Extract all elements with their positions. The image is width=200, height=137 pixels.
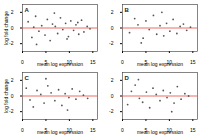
- svg-text:0: 0: [11, 93, 14, 99]
- svg-text:mean log expression: mean log expression: [37, 129, 83, 135]
- svg-text:mean log expression: mean log expression: [137, 61, 183, 67]
- svg-text:15: 15: [190, 127, 196, 133]
- svg-text:2: 2: [111, 77, 114, 83]
- svg-text:0: 0: [121, 127, 124, 133]
- svg-text:-2: -2: [109, 40, 114, 46]
- svg-text:0: 0: [111, 25, 114, 31]
- svg-text:15: 15: [90, 127, 96, 133]
- svg-text:15: 15: [90, 59, 96, 65]
- svg-text:C: C: [25, 75, 30, 81]
- svg-text:2: 2: [11, 77, 14, 83]
- svg-text:2: 2: [11, 9, 14, 15]
- svg-text:B: B: [125, 7, 130, 13]
- svg-text:log fold change: log fold change: [3, 11, 9, 45]
- svg-text:A: A: [25, 7, 30, 13]
- svg-text:0: 0: [111, 93, 114, 99]
- svg-text:0: 0: [121, 59, 124, 65]
- svg-text:-2: -2: [9, 108, 14, 114]
- svg-text:-2: -2: [109, 108, 114, 114]
- svg-text:0: 0: [21, 127, 24, 133]
- svg-text:15: 15: [190, 59, 196, 65]
- svg-text:mean log expression: mean log expression: [37, 61, 83, 67]
- svg-text:2: 2: [111, 9, 114, 15]
- svg-text:mean log expression: mean log expression: [137, 129, 183, 135]
- svg-text:log fold change: log fold change: [3, 79, 9, 113]
- svg-text:D: D: [125, 75, 130, 81]
- svg-text:0: 0: [11, 25, 14, 31]
- svg-text:0: 0: [21, 59, 24, 65]
- svg-text:-2: -2: [9, 40, 14, 46]
